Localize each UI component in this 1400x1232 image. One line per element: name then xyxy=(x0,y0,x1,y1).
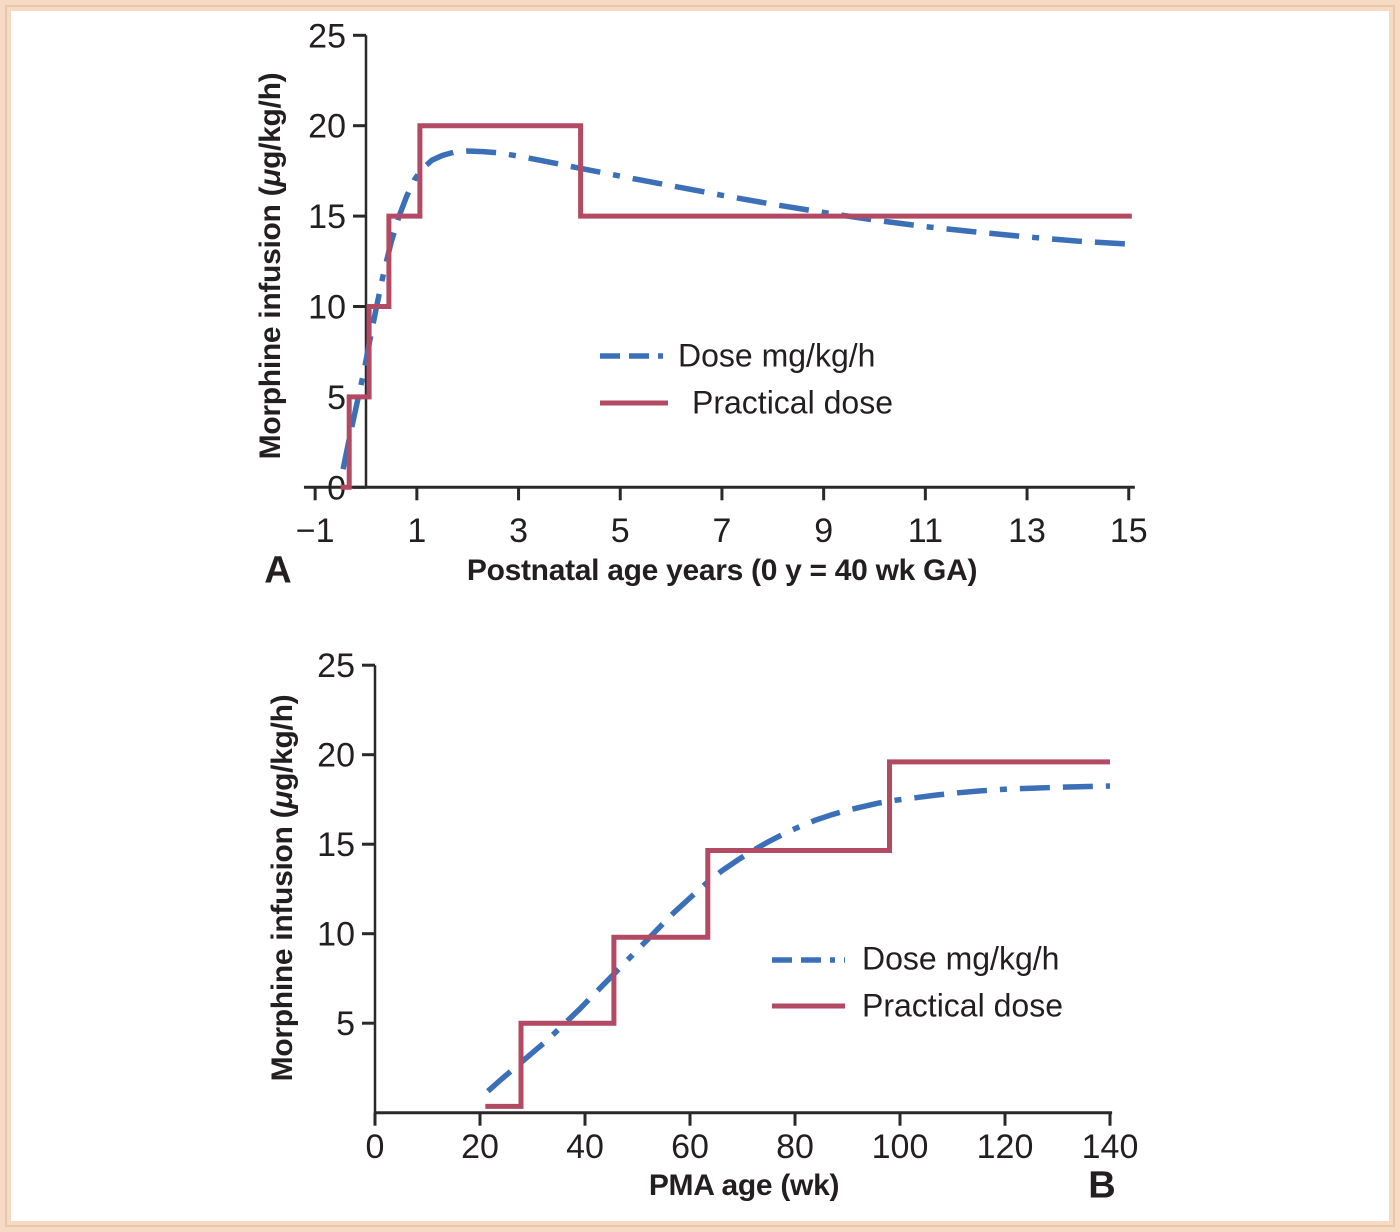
x-tick-label: 5 xyxy=(611,512,630,550)
x-tick-label: 80 xyxy=(776,1128,814,1166)
practical-dose-curve xyxy=(340,123,1132,490)
x-tick-label: 0 xyxy=(366,1128,385,1166)
y-tick-label: 5 xyxy=(336,1005,355,1043)
y-tick-label: 25 xyxy=(317,647,355,685)
panel-a-legend-dose-label: Dose mg/kg/h xyxy=(678,337,876,374)
x-tick-label: 11 xyxy=(908,512,943,550)
y-axis-title-units: g/kg/h) xyxy=(266,694,299,791)
x-tick-label: 7 xyxy=(712,512,731,550)
panel-a-x-axis-title: Postnatal age years (0 y = 40 wk GA) xyxy=(466,554,978,587)
x-tick-label: 9 xyxy=(814,512,833,550)
x-tick-label: 3 xyxy=(509,512,528,550)
x-tick-label: 1 xyxy=(407,512,426,550)
y-tick-label: 5 xyxy=(327,379,346,417)
panel-b: 0 20 40 60 80 100 120 140 5 10 15 20 25 xyxy=(317,647,1138,1166)
panel-a-y-axis-title: Morphine infusion (μg/kg/h) xyxy=(254,73,288,460)
x-tick-label: 140 xyxy=(1082,1128,1139,1166)
x-tick-label: 100 xyxy=(872,1128,929,1166)
y-tick-label: 20 xyxy=(308,108,346,146)
x-tick-label: 120 xyxy=(977,1128,1034,1166)
panel-a-letter: A xyxy=(264,549,292,592)
mu-symbol: μ xyxy=(254,168,287,187)
y-tick-label: 10 xyxy=(317,916,355,954)
y-tick-label: 15 xyxy=(308,198,346,236)
y-tick-label: 0 xyxy=(327,469,346,507)
y-axis-title-text: Morphine infusion ( xyxy=(254,186,287,460)
practical-dose-curve xyxy=(485,759,1110,1109)
panel-b-y-axis-title: Morphine infusion (μg/kg/h) xyxy=(266,695,300,1082)
y-tick-label: 10 xyxy=(308,289,346,327)
y-tick-label: 20 xyxy=(317,737,355,775)
mu-symbol: μ xyxy=(266,790,299,809)
panel-b-legend-dose-label: Dose mg/kg/h xyxy=(862,940,1060,977)
x-tick-label: 60 xyxy=(671,1128,709,1166)
x-tick-label: 13 xyxy=(1008,512,1046,550)
x-tick-label: 40 xyxy=(566,1128,604,1166)
y-tick-label: 15 xyxy=(317,826,355,864)
x-tick-label: −1 xyxy=(296,512,335,550)
panel-b-legend-practical-label: Practical dose xyxy=(862,987,1063,1024)
x-tick-label: 20 xyxy=(461,1128,499,1166)
panel-b-letter: B xyxy=(1088,1164,1116,1207)
panel-b-x-axis-title: PMA age (wk) xyxy=(648,1169,840,1202)
panel-a-legend-practical-label: Practical dose xyxy=(692,384,893,421)
dose-curve xyxy=(486,783,1111,1094)
x-tick-label: 15 xyxy=(1110,512,1148,550)
y-tick-label: 25 xyxy=(308,17,346,55)
y-axis-title-units: g/kg/h) xyxy=(254,72,287,169)
y-axis-title-text: Morphine infusion ( xyxy=(266,808,299,1082)
